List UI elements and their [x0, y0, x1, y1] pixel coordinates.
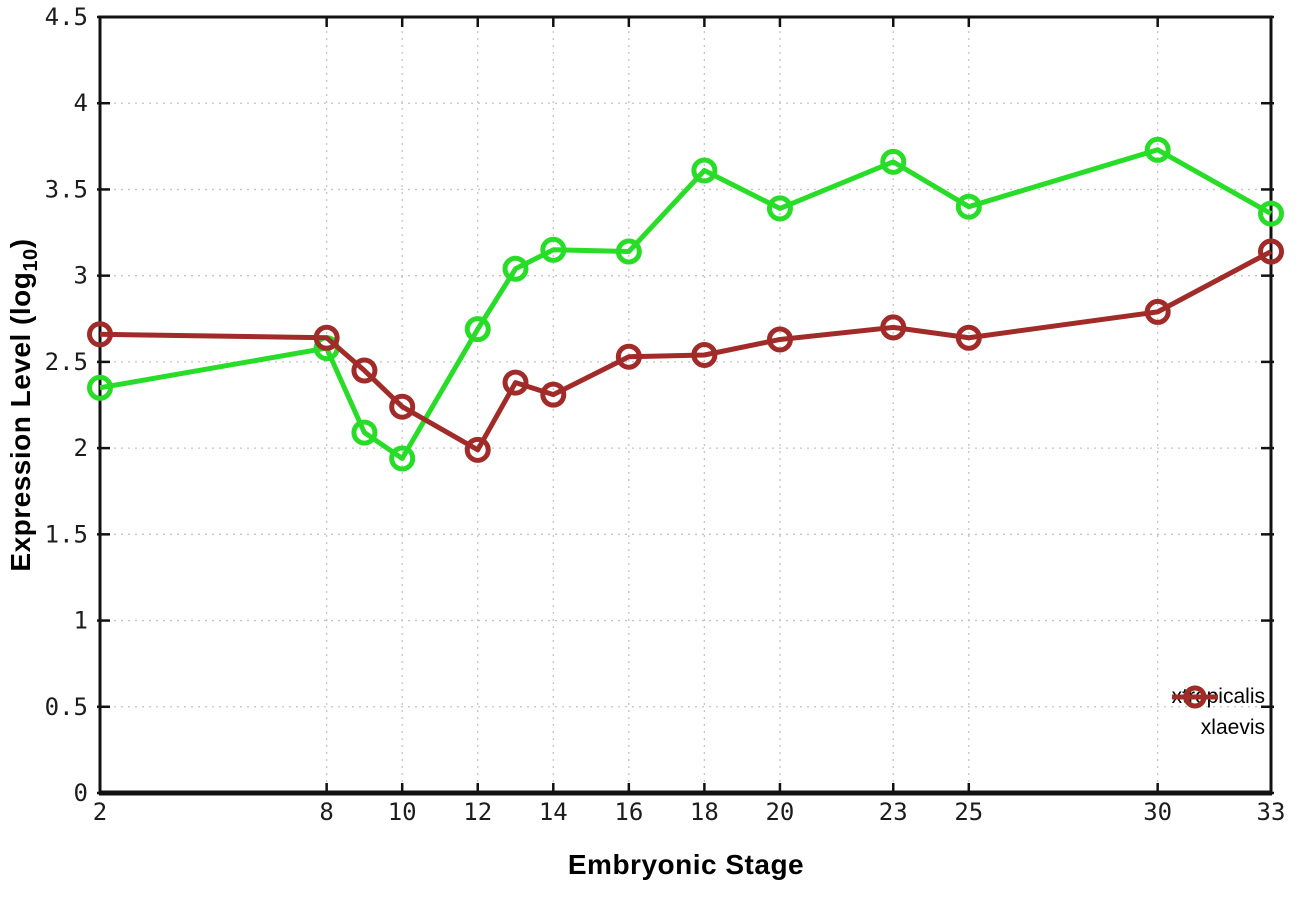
x-tick-label: 18: [690, 798, 719, 826]
data-point-xlaevis: [615, 343, 642, 370]
legend-marker-icon: [1171, 685, 1218, 709]
x-tick-label: 25: [954, 798, 983, 826]
y-tick-label: 2.5: [45, 348, 88, 376]
data-point-xlaevis: [313, 324, 340, 351]
x-tick-label: 10: [388, 798, 417, 826]
x-tick-label: 16: [614, 798, 643, 826]
data-point-xlaevis: [464, 436, 491, 463]
y-tick-label: 3.5: [45, 175, 88, 203]
data-point-xlaevis: [691, 341, 718, 368]
x-tick-label: 2: [93, 798, 107, 826]
y-axis-title-suffix: ): [5, 238, 37, 249]
data-point-xtropicalis: [1144, 136, 1171, 163]
data-point-xtropicalis: [955, 193, 982, 220]
y-tick-label: 3: [74, 262, 88, 290]
data-point-xtropicalis: [87, 374, 113, 401]
y-tick-label: 0.5: [45, 693, 88, 721]
legend-entry-xlaevis: xlaevis: [1171, 685, 1265, 741]
x-tick-label: 14: [539, 798, 568, 826]
legend-label: xtropicalis: [1171, 685, 1265, 708]
data-point-xtropicalis: [1258, 200, 1284, 227]
y-tick-label: 1.5: [45, 520, 88, 548]
data-point-xlaevis: [766, 326, 793, 353]
y-tick-label: 4.5: [45, 3, 88, 31]
data-point-xtropicalis: [389, 445, 416, 472]
data-point-xlaevis: [880, 314, 907, 341]
data-point-xlaevis: [1258, 238, 1284, 265]
data-point-xtropicalis: [464, 316, 491, 343]
series-line-xtropicalis: [99, 147, 1273, 461]
x-axis-title: Embryonic Stage: [567, 849, 805, 880]
y-axis-title-subscript: 10: [19, 248, 42, 272]
data-point-xlaevis: [87, 321, 113, 348]
y-axis-title: Expression Level (log10): [5, 238, 43, 571]
data-point-xlaevis: [351, 357, 378, 384]
data-point-xtropicalis: [766, 195, 793, 222]
data-point-xlaevis: [1144, 298, 1171, 325]
x-tick-label: 23: [879, 798, 908, 826]
data-point-xtropicalis: [880, 148, 907, 175]
data-point-xtropicalis: [615, 238, 642, 265]
data-point-xlaevis: [389, 393, 416, 420]
x-tick-label: 12: [463, 798, 492, 826]
legend-label: xlaevis: [1200, 716, 1265, 739]
data-point-xtropicalis: [351, 419, 378, 446]
x-tick-label: 8: [319, 798, 333, 826]
data-point-xtropicalis: [691, 157, 718, 184]
data-point-xlaevis: [540, 381, 567, 408]
y-tick-label: 4: [74, 89, 88, 117]
data-point-xlaevis: [502, 369, 529, 396]
y-tick-label: 2: [74, 434, 88, 462]
x-tick-label: 33: [1257, 798, 1286, 826]
data-point-xlaevis: [955, 324, 982, 351]
y-tick-label: 0: [74, 779, 88, 807]
plot-border: [98, 15, 1273, 795]
data-point-xtropicalis: [540, 236, 567, 263]
x-tick-label: 30: [1143, 798, 1172, 826]
y-axis-title-text: Expression Level (log: [5, 271, 37, 572]
legend: xtropicalis xlaevis: [1171, 684, 1265, 741]
x-tick-label: 20: [765, 798, 794, 826]
data-point-xtropicalis: [502, 255, 529, 282]
y-tick-label: 1: [74, 607, 88, 635]
series-line-xlaevis: [99, 249, 1273, 453]
